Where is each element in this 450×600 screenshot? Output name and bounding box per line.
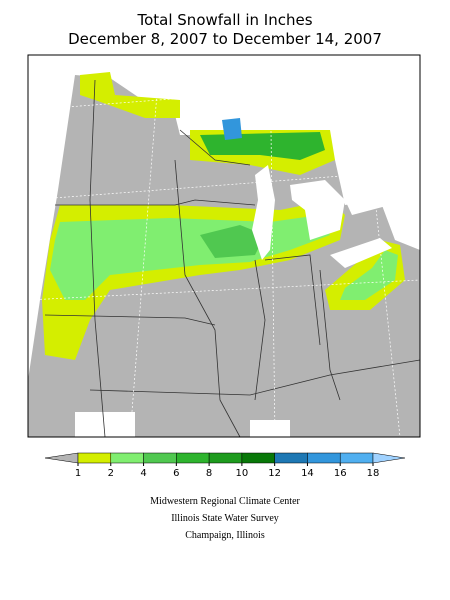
legend-swatch — [307, 452, 341, 464]
snow-band — [200, 225, 265, 258]
legend-above — [372, 452, 406, 464]
map-frame — [27, 54, 421, 438]
legend-tick-label: 12 — [268, 468, 281, 479]
border — [254, 259, 266, 401]
credit: Midwestern Regional Climate Center — [150, 496, 300, 507]
border — [264, 254, 321, 346]
graticule — [27, 79, 421, 111]
legend-swatch — [176, 452, 210, 464]
legend-swatch — [208, 452, 243, 464]
snow-band — [340, 250, 398, 300]
legend-tick-label: 18 — [367, 468, 380, 479]
border — [55, 199, 256, 206]
border — [89, 79, 106, 438]
credit: Champaign, Illinois — [185, 530, 265, 541]
map — [27, 54, 421, 438]
lake — [330, 238, 392, 268]
legend-swatch — [339, 452, 374, 464]
legend-tick-label: 2 — [108, 468, 114, 479]
border — [179, 129, 251, 166]
legend-below — [44, 452, 79, 464]
legend: 1 2 4 6 8 10 12 14 16 18 — [44, 452, 406, 479]
legend-tick-label: 10 — [236, 468, 249, 479]
lake — [290, 180, 345, 240]
graticule — [27, 169, 421, 201]
graticule — [27, 279, 421, 301]
water — [250, 420, 290, 437]
legend-swatch — [77, 452, 112, 464]
border — [44, 314, 216, 326]
legend-tick-label: 6 — [173, 468, 179, 479]
title-line: December 8, 2007 to December 14, 2007 — [68, 30, 382, 48]
snow-band — [80, 72, 180, 118]
legend-tick-label: 16 — [334, 468, 347, 479]
legend-swatch — [143, 452, 177, 464]
title-line: Total Snowfall in Inches — [136, 11, 312, 29]
credit: Illinois State Water Survey — [171, 513, 279, 524]
legend-tick-label: 1 — [75, 468, 81, 479]
border — [174, 159, 241, 438]
border — [319, 269, 341, 401]
legend-swatch — [110, 452, 144, 464]
lake — [252, 165, 275, 260]
lake — [345, 190, 390, 215]
legend-swatch — [241, 452, 275, 464]
legend-swatch — [274, 452, 308, 464]
graticule — [359, 54, 401, 438]
legend-tick-label: 4 — [140, 468, 146, 479]
border — [89, 359, 421, 396]
legend-tick-label: 14 — [301, 468, 314, 479]
legend-tick-label: 8 — [206, 468, 212, 479]
snow-band — [222, 118, 242, 140]
